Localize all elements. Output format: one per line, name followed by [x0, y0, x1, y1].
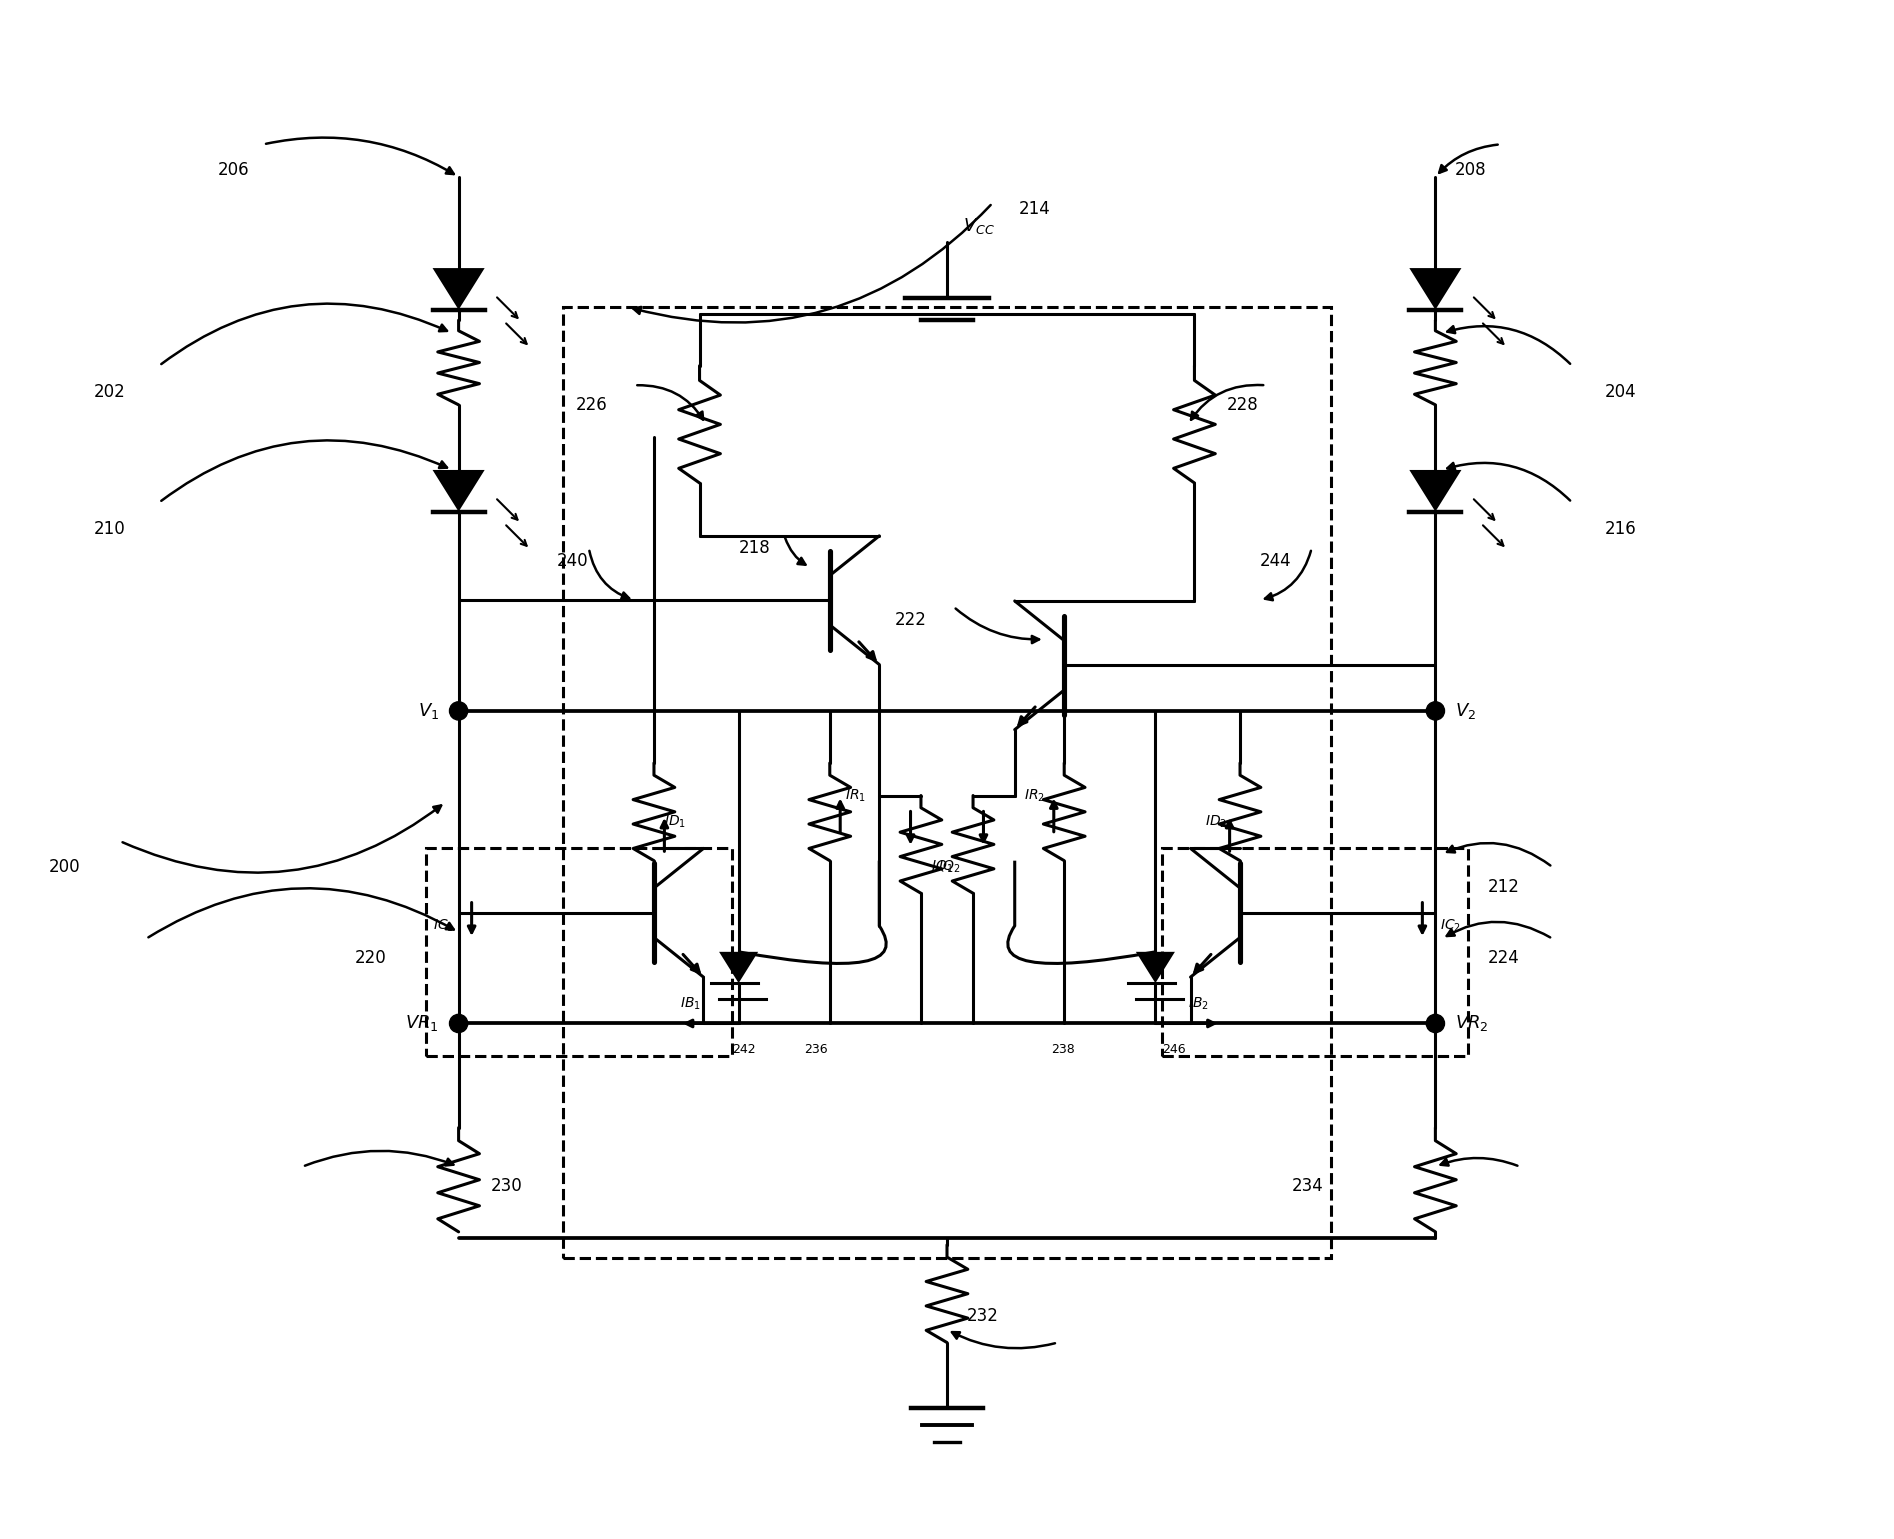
Text: 230: 230 — [491, 1177, 523, 1196]
Text: 234: 234 — [1292, 1177, 1324, 1196]
Bar — [1161, 848, 1468, 1056]
Bar — [563, 308, 1331, 1257]
Polygon shape — [1409, 469, 1462, 511]
Text: 214: 214 — [1019, 200, 1051, 219]
Text: 244: 244 — [1260, 553, 1292, 569]
Polygon shape — [432, 268, 485, 309]
Text: 246: 246 — [1161, 1043, 1186, 1056]
Text: 232: 232 — [966, 1308, 998, 1325]
Polygon shape — [720, 951, 758, 983]
Text: $VR_1$: $VR_1$ — [405, 1014, 439, 1034]
Polygon shape — [1136, 951, 1174, 983]
Text: 200: 200 — [49, 859, 80, 876]
Text: $VR_2$: $VR_2$ — [1455, 1014, 1489, 1034]
Text: 228: 228 — [1227, 396, 1260, 414]
Polygon shape — [1409, 268, 1462, 309]
Text: $IQ_2$: $IQ_2$ — [938, 859, 960, 876]
Text: $V_{CC}$: $V_{CC}$ — [962, 215, 994, 235]
Text: $IC_1$: $IC_1$ — [432, 917, 453, 934]
Text: 242: 242 — [733, 1043, 756, 1056]
Text: $V_1$: $V_1$ — [419, 700, 439, 720]
Text: $IB_2$: $IB_2$ — [1188, 996, 1208, 1013]
Text: 208: 208 — [1455, 162, 1487, 180]
Text: $ID_2$: $ID_2$ — [1205, 814, 1227, 830]
Circle shape — [1426, 702, 1445, 720]
Text: 204: 204 — [1604, 383, 1636, 400]
Text: 238: 238 — [1051, 1043, 1076, 1056]
Circle shape — [449, 1014, 468, 1033]
Circle shape — [449, 702, 468, 720]
Text: 236: 236 — [803, 1043, 828, 1056]
Polygon shape — [432, 469, 485, 511]
Circle shape — [1426, 1014, 1445, 1033]
Text: 202: 202 — [95, 383, 125, 400]
Text: 216: 216 — [1604, 520, 1636, 537]
Text: $V_2$: $V_2$ — [1455, 700, 1475, 720]
Text: $IR_1$: $IR_1$ — [845, 788, 866, 803]
Text: $ID_1$: $ID_1$ — [665, 814, 686, 830]
Text: 240: 240 — [557, 553, 587, 569]
Text: $IB_1$: $IB_1$ — [680, 996, 701, 1013]
Text: 218: 218 — [739, 539, 771, 557]
Text: 220: 220 — [354, 950, 386, 968]
Text: 226: 226 — [576, 396, 608, 414]
Text: $IQ_1$: $IQ_1$ — [932, 859, 955, 876]
Bar — [426, 848, 733, 1056]
Text: 210: 210 — [95, 520, 125, 537]
Text: 206: 206 — [218, 162, 250, 180]
Text: $IC_2$: $IC_2$ — [1441, 917, 1462, 934]
Text: 222: 222 — [894, 611, 926, 629]
Text: $IR_2$: $IR_2$ — [1025, 788, 1045, 803]
Text: 212: 212 — [1487, 877, 1519, 896]
Text: 224: 224 — [1487, 950, 1519, 968]
